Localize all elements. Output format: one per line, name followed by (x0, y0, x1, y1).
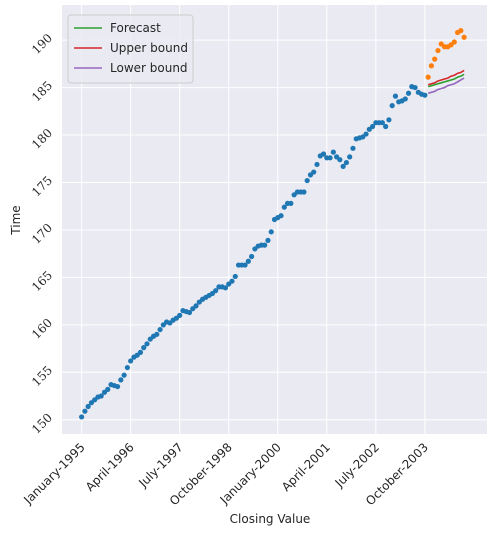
data-point (428, 63, 435, 69)
data-point (451, 39, 457, 45)
data-point (157, 326, 163, 333)
data-point (412, 84, 418, 91)
data-point (389, 103, 395, 109)
data-point (386, 117, 392, 123)
data-point (124, 364, 130, 371)
legend-box (67, 14, 194, 84)
data-point (402, 96, 408, 102)
data-point (405, 90, 412, 96)
data-point (98, 393, 104, 399)
y-tick-label: 165 (29, 268, 55, 294)
data-point (262, 242, 268, 248)
data-point (82, 408, 88, 414)
y-tick-label: 175 (29, 173, 55, 199)
legend-label: Lower bound (110, 61, 188, 75)
data-point (392, 93, 399, 99)
x-tick-label: April-1996 (83, 440, 137, 494)
data-point (177, 312, 183, 318)
data-point (268, 229, 274, 235)
data-point (369, 123, 376, 130)
data-point (128, 358, 134, 364)
x-axis-label: Closing Value (230, 512, 311, 526)
data-point (314, 161, 320, 168)
data-point (320, 151, 327, 157)
data-point (222, 285, 229, 291)
data-point (114, 383, 121, 390)
data-point (79, 414, 85, 420)
x-tick-label: April-2001 (279, 440, 333, 494)
data-point (340, 163, 346, 169)
legend-label: Forecast (110, 21, 161, 35)
data-point (232, 273, 238, 280)
data-point (229, 278, 235, 284)
data-point (343, 159, 350, 166)
y-axis-label: Time (9, 205, 23, 235)
data-point (154, 331, 160, 337)
data-point (327, 155, 333, 161)
series-line (427, 73, 465, 88)
y-tick-label: 170 (29, 221, 55, 247)
data-point (105, 386, 111, 392)
y-tick-label: 155 (29, 363, 55, 389)
data-point (425, 74, 431, 80)
data-point (245, 258, 251, 264)
data-point (363, 131, 369, 137)
data-point (301, 189, 307, 195)
x-tick-label: July-1997 (135, 440, 185, 490)
data-point (347, 154, 353, 160)
data-point (265, 237, 271, 243)
data-point (193, 303, 199, 309)
data-point (85, 403, 91, 410)
data-point (281, 204, 287, 210)
data-point (186, 309, 193, 316)
data-point (144, 341, 150, 347)
data-point (118, 377, 124, 383)
data-point (288, 200, 294, 206)
data-point (304, 177, 310, 184)
data-point (432, 56, 438, 62)
y-tick-label: 190 (29, 31, 55, 57)
data-point (121, 372, 127, 378)
x-tick-label: January-1995 (20, 440, 87, 507)
y-tick-label: 185 (29, 78, 55, 104)
y-tick-label: 150 (29, 411, 55, 437)
data-point (422, 92, 428, 98)
data-point (137, 349, 144, 355)
data-point (213, 288, 219, 294)
data-point (249, 253, 255, 260)
data-point (141, 345, 147, 351)
data-point (350, 145, 356, 151)
data-point (311, 169, 317, 175)
data-point (379, 120, 385, 126)
data-point (242, 262, 248, 268)
x-tick-label: July-2002 (332, 440, 382, 490)
y-tick-label: 160 (29, 316, 55, 342)
data-point (458, 28, 464, 34)
series-line (427, 77, 465, 95)
data-point (337, 157, 343, 163)
data-point (383, 123, 389, 130)
data-point (330, 149, 336, 155)
data-point (461, 34, 467, 40)
y-tick-label: 180 (29, 126, 55, 152)
series-line (427, 69, 465, 86)
data-point (435, 47, 441, 54)
legend-label: Upper bound (110, 41, 188, 55)
data-point (278, 213, 284, 219)
